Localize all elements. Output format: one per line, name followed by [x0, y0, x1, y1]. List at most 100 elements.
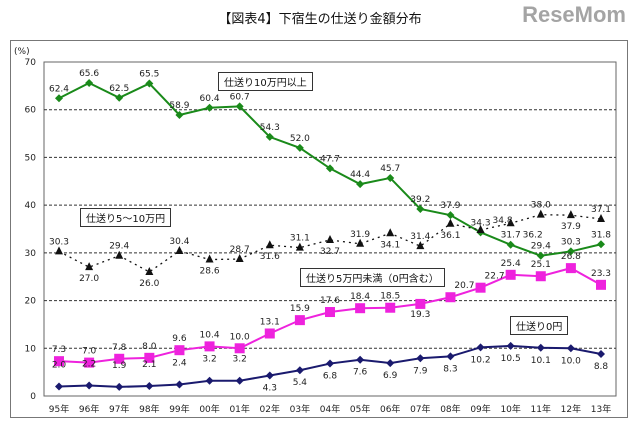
data-label: 31.4	[410, 232, 430, 242]
x-tick-label: 96年	[79, 403, 99, 415]
data-label: 39.2	[410, 195, 430, 205]
data-label: 7.6	[353, 368, 368, 378]
data-label: 54.3	[260, 123, 280, 133]
data-label: 4.3	[263, 383, 277, 393]
y-axis-label: (%)	[14, 47, 30, 57]
data-label: 45.7	[380, 164, 400, 174]
data-point	[356, 180, 365, 189]
data-point	[325, 307, 335, 318]
legend-callout-under-5man: 仕送り5万円未満（0円含む）	[300, 268, 445, 287]
data-point	[115, 382, 124, 391]
data-label: 60.4	[200, 94, 220, 104]
data-label: 36.2	[523, 230, 543, 240]
x-tick-label: 11年	[531, 403, 551, 415]
data-label: 65.5	[139, 69, 159, 79]
data-point	[175, 245, 184, 254]
x-tick-label: 07年	[410, 403, 430, 415]
legend-callout-zero: 仕送り0円	[510, 316, 569, 335]
data-label: 2.1	[142, 360, 156, 370]
data-label: 37.1	[591, 205, 611, 215]
data-label: 20.7	[454, 281, 474, 291]
data-point	[597, 350, 605, 359]
data-label: 10.4	[200, 330, 220, 340]
data-point	[205, 254, 214, 263]
data-label: 2.0	[52, 360, 67, 370]
data-point	[326, 234, 334, 243]
x-tick-label: 04年	[320, 403, 340, 415]
data-label: 58.9	[169, 101, 189, 111]
data-point	[565, 263, 576, 274]
data-label: 26.8	[561, 252, 581, 262]
data-label: 52.0	[290, 134, 310, 144]
data-point	[145, 79, 154, 88]
data-point	[55, 246, 63, 255]
data-point	[506, 341, 515, 350]
data-point	[385, 302, 396, 313]
data-label: 31.9	[350, 230, 370, 240]
data-point	[295, 143, 304, 152]
x-tick-label: 97年	[109, 403, 129, 415]
data-label: 25.4	[501, 259, 521, 269]
data-point	[416, 354, 425, 363]
data-label: 34.1	[380, 240, 400, 250]
data-label: 13.1	[260, 317, 280, 327]
data-label: 47.7	[320, 154, 340, 164]
data-point	[326, 164, 334, 173]
x-tick-label: 10年	[500, 403, 520, 415]
data-point	[536, 343, 545, 352]
data-label: 1.9	[112, 361, 127, 371]
data-point	[234, 343, 245, 354]
x-tick-label: 06年	[380, 403, 400, 415]
data-point	[446, 211, 455, 220]
data-label: 15.9	[290, 304, 310, 314]
data-label: 62.5	[109, 84, 129, 94]
y-tick-label: 60	[25, 106, 37, 116]
data-point	[295, 242, 304, 251]
data-point	[535, 271, 546, 282]
x-tick-label: 13年	[591, 403, 611, 415]
x-tick-label: 99年	[169, 403, 189, 415]
data-point	[386, 228, 395, 237]
data-point	[295, 366, 304, 375]
data-label: 31.6	[260, 252, 280, 262]
data-point	[536, 209, 545, 218]
chart-frame	[10, 40, 628, 418]
data-point	[204, 341, 215, 352]
data-point	[326, 359, 334, 368]
data-point	[235, 376, 244, 385]
data-point	[294, 315, 305, 326]
data-label: 28.6	[200, 267, 220, 277]
data-label: 34.8	[493, 216, 513, 226]
data-point	[416, 204, 425, 213]
data-label: 30.4	[169, 237, 189, 247]
data-label: 2.4	[172, 359, 187, 369]
data-point	[85, 381, 94, 390]
data-point	[145, 381, 154, 390]
x-tick-label: 00年	[199, 403, 219, 415]
data-point	[566, 344, 575, 353]
x-tick-label: 03年	[290, 403, 310, 415]
data-point	[536, 251, 545, 260]
data-label: 18.4	[350, 292, 370, 302]
data-point	[115, 250, 124, 259]
data-label: 7.8	[112, 343, 127, 353]
y-tick-label: 40	[25, 201, 37, 211]
data-point	[386, 359, 395, 368]
data-label: 6.9	[383, 371, 398, 381]
data-point	[115, 93, 124, 102]
data-label: 29.4	[531, 242, 551, 252]
data-label: 6.8	[323, 372, 338, 382]
data-point	[205, 376, 214, 385]
data-label: 10.1	[531, 356, 551, 366]
data-point	[55, 382, 63, 391]
data-label: 2.2	[82, 360, 96, 370]
data-point	[566, 247, 575, 256]
y-tick-label: 10	[25, 344, 37, 354]
data-point	[205, 103, 214, 112]
data-label: 10.0	[561, 356, 581, 366]
data-label: 34.3	[471, 218, 491, 228]
x-tick-label: 12年	[561, 403, 581, 415]
x-tick-label: 95年	[49, 403, 69, 415]
